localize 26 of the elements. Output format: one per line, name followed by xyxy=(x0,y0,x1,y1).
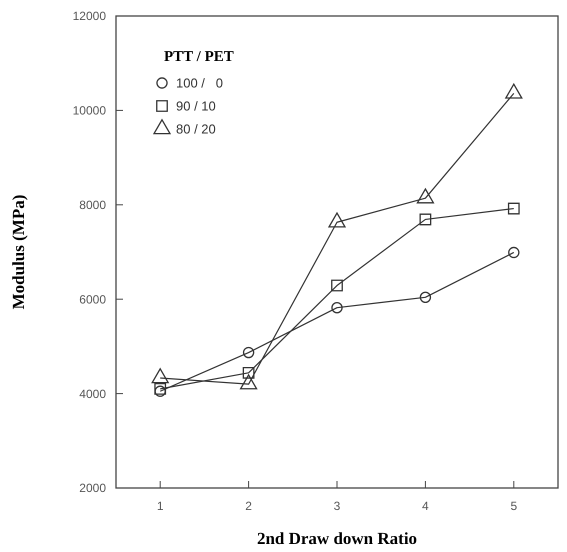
y-axis-title: Modulus (MPa) xyxy=(9,194,28,310)
y-tick-label: 2000 xyxy=(79,481,106,496)
y-tick-label: 6000 xyxy=(79,292,106,306)
y-tick-label: 10000 xyxy=(72,104,106,118)
x-axis-title: 2nd Draw down Ratio xyxy=(256,529,418,548)
legend-label: 80 / 20 xyxy=(176,122,216,137)
point xyxy=(420,214,432,226)
point xyxy=(508,246,520,258)
y-tick-label: 4000 xyxy=(79,386,106,401)
x-tick-label: 3 xyxy=(334,499,341,513)
x-tick-label: 2 xyxy=(245,499,252,513)
y-tick-label: 12000 xyxy=(72,9,106,24)
x-tick-label: 4 xyxy=(422,499,430,513)
point xyxy=(420,292,432,303)
point xyxy=(154,382,166,395)
x-tick-label: 5 xyxy=(510,499,518,513)
x-tick-label: 1 xyxy=(156,499,164,513)
point xyxy=(242,366,254,379)
legend-label: 100 / 0 xyxy=(176,76,223,91)
point xyxy=(242,346,254,358)
legend-title: PTT / PET xyxy=(164,49,234,65)
legend-label: 90 / 10 xyxy=(176,98,216,114)
y-tick-label: 8000 xyxy=(79,198,106,212)
point xyxy=(331,280,343,292)
point xyxy=(331,302,343,314)
point xyxy=(508,202,520,214)
